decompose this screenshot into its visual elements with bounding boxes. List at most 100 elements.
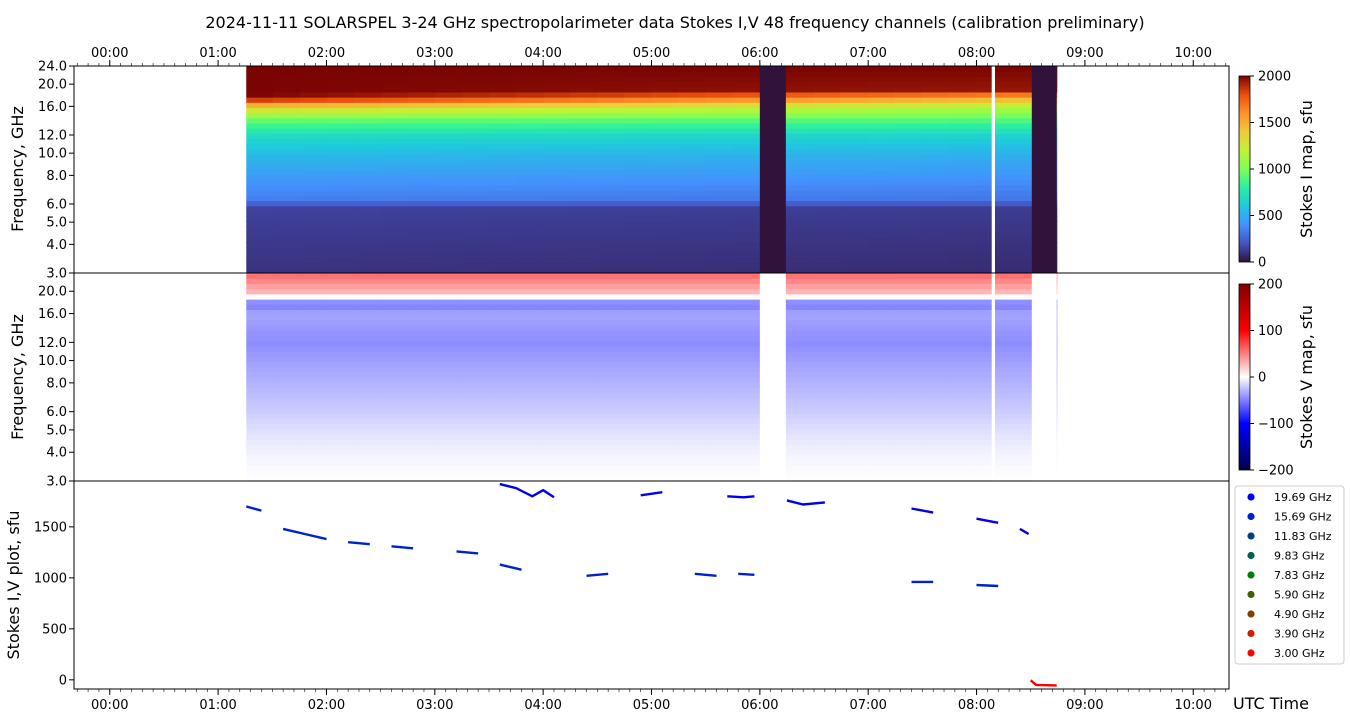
stokes-v-cell <box>435 273 463 279</box>
stokes-v-cell <box>408 340 436 347</box>
stokes-i-cell <box>462 174 491 181</box>
stokes-i-cell <box>705 205 734 212</box>
stokes-i-cell <box>543 117 572 124</box>
stokes-v-cell <box>435 319 463 326</box>
stokes-i-cell <box>867 257 896 264</box>
stokes-i-cell <box>435 81 463 88</box>
stokes-v-cell <box>246 335 274 342</box>
stokes-v-cell <box>327 392 355 399</box>
stokes-v-cell <box>840 304 869 310</box>
stokes-i-cell <box>1002 128 1031 134</box>
stokes-v-cell <box>300 371 328 378</box>
stokes-v-cell <box>894 444 923 451</box>
stokes-i-cell <box>786 91 815 98</box>
stokes-i-cell <box>1002 107 1031 114</box>
stokes-i-cell <box>300 179 328 186</box>
stokes-i-cell <box>975 122 1004 129</box>
stokes-i-cell <box>597 241 626 248</box>
stokes-i-cell <box>273 97 301 103</box>
stokes-v-cell <box>435 366 463 373</box>
stokes-v-cell <box>624 278 653 284</box>
stokes-v-cell <box>840 340 869 347</box>
colorbar-tick-label: 0 <box>1258 256 1266 271</box>
stokes-v-cell <box>1002 330 1031 336</box>
freq-tick-label: 12.0 <box>38 336 67 351</box>
stokes-v-cell <box>813 377 842 383</box>
stokes-i-cell <box>732 205 761 212</box>
stokes-v-cell <box>921 319 950 326</box>
stokes-i-cell <box>813 164 842 171</box>
stokes-i-cell <box>651 133 680 140</box>
stokes-i-cell <box>273 236 301 243</box>
stokes-i-cell <box>705 190 734 196</box>
stokes-i-cell <box>489 128 518 134</box>
stokes-v-cell <box>516 434 545 440</box>
stokes-i-cell <box>489 159 518 165</box>
stokes-i-cell <box>435 138 463 145</box>
stokes-v-cell <box>300 382 328 388</box>
stokes-v-cell <box>354 278 382 284</box>
stokes-i-cell <box>867 128 896 134</box>
stokes-i-cell <box>354 174 382 181</box>
stokes-i-cell <box>354 210 382 217</box>
stokes-v-cell <box>705 366 734 373</box>
stokes-v-cell <box>948 408 977 414</box>
stokes-v-cell <box>327 283 355 290</box>
stokes-v-cell <box>705 439 734 446</box>
stokes-i-cell <box>624 164 653 171</box>
stokes-i-cell <box>651 262 680 269</box>
stokes-v-cell <box>273 340 301 347</box>
stokes-v-cell <box>381 429 409 435</box>
stokes-v-cell <box>381 340 409 347</box>
stokes-v-cell <box>840 293 869 300</box>
stokes-i-cell <box>381 200 409 207</box>
stokes-v-cell <box>462 304 491 310</box>
stokes-v-cell <box>435 304 463 310</box>
stokes-i-cell <box>813 138 842 145</box>
stokes-v-cell <box>732 444 761 451</box>
stokes-i-cell <box>921 185 950 191</box>
stokes-v-cell <box>570 444 599 451</box>
stokes-v-cell <box>489 366 518 373</box>
stokes-v-cell <box>246 418 274 425</box>
stokes-i-cell <box>489 231 518 238</box>
stokes-v-cell <box>354 429 382 435</box>
stokes-v-cell <box>786 465 815 472</box>
stokes-v-cell <box>651 460 680 466</box>
stokes-i-cell <box>543 205 572 212</box>
stokes-i-cell <box>354 128 382 134</box>
stokes-i-cell <box>948 91 977 98</box>
stokes-i-cell <box>867 107 896 114</box>
stokes-i-cell <box>246 153 274 160</box>
stokes-i-cell <box>408 128 436 134</box>
stokes-i-cell <box>381 133 409 140</box>
stokes-i-cell <box>597 262 626 269</box>
stokes-v-cell <box>786 288 815 295</box>
stokes-i-cell <box>300 91 328 98</box>
stokes-v-cell <box>813 444 842 451</box>
stokes-i-cell <box>921 164 950 171</box>
freq-tick-label: 3.0 <box>46 475 67 490</box>
stokes-i-cell <box>516 107 545 114</box>
stokes-i-cell <box>813 159 842 165</box>
stokes-v-cell <box>813 449 842 456</box>
stokes-i-cell <box>435 179 463 186</box>
stokes-i-cell <box>732 262 761 269</box>
stokes-i-cell <box>921 71 950 77</box>
stokes-v-cell <box>327 314 355 321</box>
stokes-i-cell <box>273 267 301 274</box>
stokes-i-cell <box>813 86 842 93</box>
stokes-v-cell <box>624 455 653 461</box>
stokes-i-cell <box>948 133 977 140</box>
stokes-i-cell <box>570 174 599 181</box>
stokes-i-cell <box>516 117 545 124</box>
stokes-i-cell <box>678 252 707 259</box>
stokes-v-cell <box>786 413 815 420</box>
stokes-i-cell <box>948 179 977 186</box>
stokes-i-cell <box>1002 153 1031 160</box>
stokes-v-cell <box>867 340 896 347</box>
stokes-i-cell <box>975 267 1004 274</box>
stokes-v-cell <box>840 335 869 342</box>
stokes-i-cell <box>867 252 896 259</box>
stokes-i-cell <box>678 97 707 103</box>
